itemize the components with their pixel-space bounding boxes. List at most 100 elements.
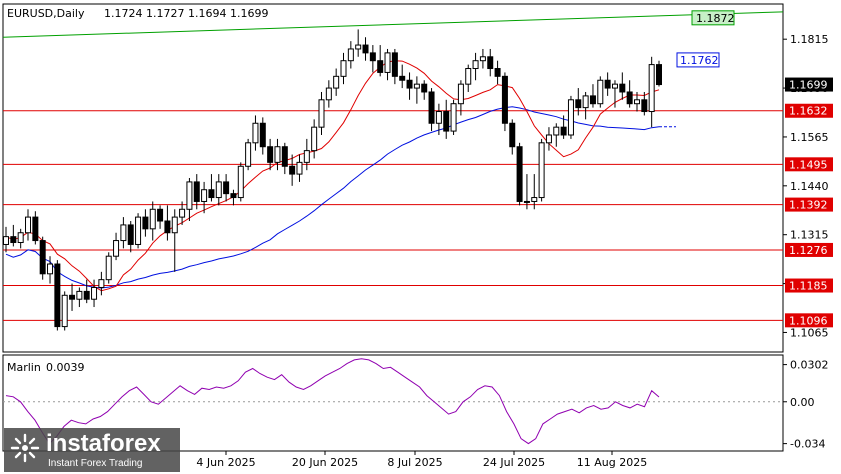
candle-body bbox=[509, 122, 516, 148]
candle-body bbox=[531, 197, 538, 202]
oscillator-tick-label: 0.00 bbox=[790, 396, 815, 409]
candle-body bbox=[479, 56, 486, 62]
level-label-bg bbox=[785, 103, 833, 118]
candle-body bbox=[201, 189, 208, 202]
time-axis: 4 Jun 2025 20 Jun 2025 8 Jul 2025 24 Jul 20… bbox=[196, 451, 647, 469]
candle-body bbox=[582, 95, 589, 109]
price-labels: 1.1632 1.1495 1.1392 1.1276 1.1185 1.1096 1.16… bbox=[785, 77, 833, 328]
candle-body bbox=[223, 181, 230, 195]
candle-body bbox=[399, 75, 406, 81]
candle-body bbox=[553, 126, 560, 136]
time-tick-label: 4 Jun 2025 bbox=[196, 456, 255, 469]
candle-body bbox=[215, 181, 222, 199]
level-label: 1.1632 bbox=[789, 105, 828, 118]
price-tick-label: 1.1315 bbox=[790, 229, 829, 242]
candle-body bbox=[340, 60, 347, 77]
oscillator-line bbox=[5, 358, 660, 445]
level-label: 1.1185 bbox=[789, 280, 828, 293]
candle-body bbox=[149, 208, 156, 230]
candle-body bbox=[611, 83, 618, 89]
time-tick-label: 20 Jun 2025 bbox=[292, 456, 358, 469]
candle-body bbox=[626, 91, 633, 105]
indicator-name: Marlin bbox=[7, 361, 41, 374]
candle-body bbox=[472, 60, 479, 70]
trendline-label-bg bbox=[691, 10, 735, 26]
candle-body bbox=[32, 216, 39, 242]
level-label-bg bbox=[785, 242, 833, 257]
level-label: 1.1392 bbox=[789, 199, 828, 212]
price-tick-label: 1.1565 bbox=[790, 131, 829, 144]
instaforex-logo-icon bbox=[10, 433, 40, 463]
trendline-label: 1.1872 bbox=[696, 12, 735, 25]
slow-moving-average-line bbox=[5, 106, 660, 289]
candle-body bbox=[3, 236, 9, 245]
candle-body bbox=[384, 52, 391, 73]
level-label: 1.1276 bbox=[789, 244, 828, 257]
candle-body bbox=[633, 99, 640, 105]
level-label-bg bbox=[785, 278, 833, 293]
trendline-group: 1.1872 bbox=[2, 10, 784, 38]
indicator-pane-frame bbox=[2, 354, 784, 452]
slow-ma-label-bg bbox=[676, 52, 720, 68]
time-tick-label: 8 Jul 2025 bbox=[387, 456, 442, 469]
level-label-bg bbox=[785, 157, 833, 172]
price-tick-label: 1.1065 bbox=[790, 326, 829, 339]
oscillator-tick-label: -0.034 bbox=[790, 438, 825, 451]
candle-body bbox=[289, 165, 296, 175]
candle-body bbox=[25, 216, 32, 234]
candle-body bbox=[47, 263, 54, 275]
time-tick-label: 11 Aug 2025 bbox=[577, 456, 647, 469]
watermark: instaforex Instant Forex Trading bbox=[4, 428, 180, 472]
candle-body bbox=[98, 279, 105, 288]
candle-body bbox=[501, 75, 508, 124]
candle-body bbox=[656, 64, 662, 86]
candle-body bbox=[560, 126, 567, 136]
current-price-label-bg bbox=[785, 77, 833, 92]
candle-body bbox=[311, 126, 318, 152]
candle-body bbox=[105, 255, 112, 281]
candle-body bbox=[450, 103, 457, 132]
candle-body bbox=[127, 224, 134, 245]
candle-body bbox=[619, 83, 626, 93]
candle-body bbox=[179, 208, 186, 218]
candle-body bbox=[186, 181, 193, 210]
candle-body bbox=[274, 146, 281, 163]
candle-body bbox=[597, 79, 604, 105]
candle-body bbox=[237, 165, 244, 199]
candle-body bbox=[435, 111, 442, 124]
candle-body bbox=[545, 134, 552, 144]
candle-body bbox=[303, 150, 310, 163]
candle-body bbox=[494, 68, 501, 77]
candle-body bbox=[523, 200, 530, 203]
watermark-brand: instaforex bbox=[46, 430, 161, 457]
candle-body bbox=[69, 294, 76, 300]
candle-body bbox=[157, 208, 164, 222]
candle-body bbox=[164, 220, 171, 234]
candle-body bbox=[648, 64, 655, 113]
candle-body bbox=[267, 146, 274, 163]
current-price-label: 1.1699 bbox=[789, 79, 828, 92]
moving-averages: 1.1762 bbox=[5, 52, 720, 292]
watermark-tagline: Instant Forex Trading bbox=[48, 458, 143, 469]
candle-body bbox=[296, 161, 303, 175]
candle-body bbox=[355, 44, 362, 50]
candle-body bbox=[567, 99, 574, 136]
oscillator-tick-label: 0.0302 bbox=[790, 359, 829, 372]
fast-moving-average-line bbox=[5, 60, 660, 292]
chart-header-ohlc: 1.1724 1.1727 1.1694 1.1699 bbox=[104, 7, 268, 20]
candle-body bbox=[208, 189, 215, 199]
candle-body bbox=[135, 216, 142, 245]
candle-body bbox=[113, 240, 120, 257]
trendline bbox=[2, 11, 784, 38]
candle-body bbox=[465, 68, 472, 85]
candle-body bbox=[333, 75, 340, 89]
candle-body bbox=[54, 263, 61, 328]
candle-body bbox=[457, 83, 464, 105]
candles-group bbox=[3, 29, 662, 331]
candle-body bbox=[252, 122, 259, 144]
indicator-value: 0.0039 bbox=[46, 361, 85, 374]
candle-body bbox=[259, 122, 266, 148]
candle-body bbox=[91, 286, 98, 300]
candle-body bbox=[347, 48, 354, 62]
